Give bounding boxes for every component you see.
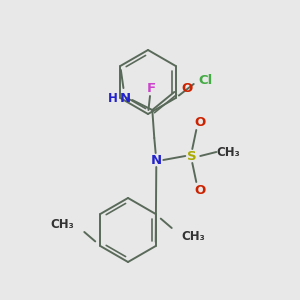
Text: CH₃: CH₃ <box>50 218 74 230</box>
Text: N: N <box>151 154 162 166</box>
Text: CH₃: CH₃ <box>216 146 240 158</box>
Text: Cl: Cl <box>199 74 213 88</box>
Text: N: N <box>120 92 131 106</box>
Text: O: O <box>195 184 206 196</box>
Text: O: O <box>181 82 193 95</box>
Text: F: F <box>146 82 156 94</box>
Text: H: H <box>107 92 117 106</box>
Text: S: S <box>188 149 197 163</box>
Text: CH₃: CH₃ <box>182 230 206 242</box>
Text: O: O <box>195 116 206 128</box>
